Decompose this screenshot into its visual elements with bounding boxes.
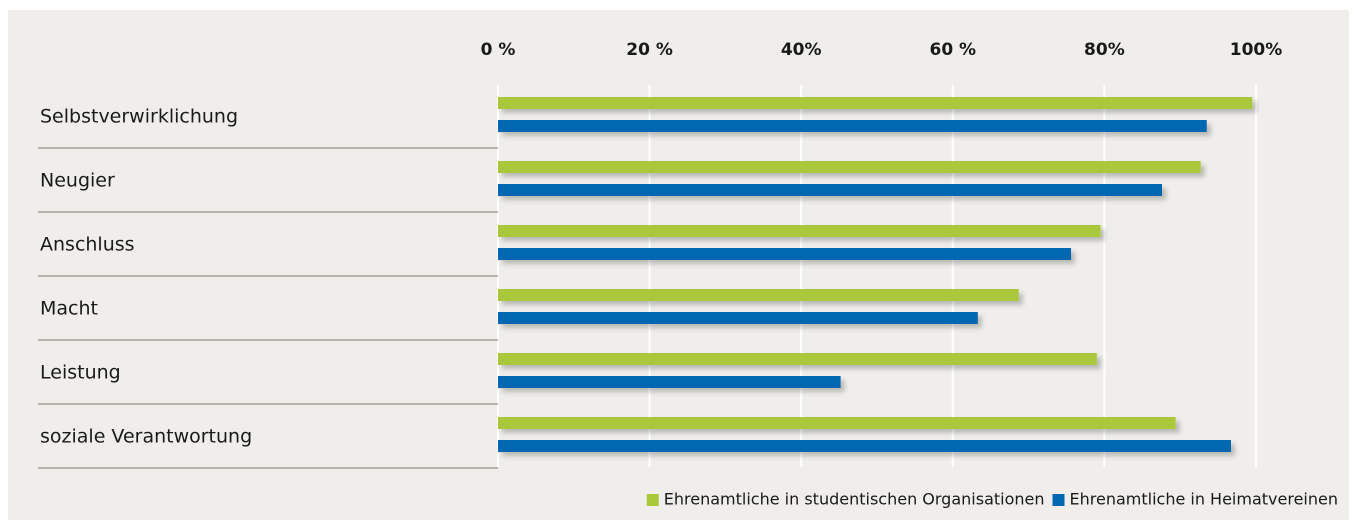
x-tick-label: 60 %	[929, 40, 976, 60]
bar	[498, 161, 1201, 173]
bar	[498, 184, 1163, 196]
x-tick-label: 40%	[781, 40, 822, 60]
bar	[498, 97, 1253, 109]
bar	[498, 376, 841, 388]
category-label: Leistung	[40, 362, 121, 384]
x-tick-label: 80%	[1084, 40, 1125, 60]
x-tick-label: 100%	[1230, 40, 1283, 60]
legend-label: Ehrenamtliche in Heimatvereinen	[1070, 490, 1339, 509]
x-tick-label: 0 %	[481, 40, 516, 60]
legend-swatch	[646, 494, 659, 506]
background	[8, 10, 1349, 520]
category-label: Selbstverwirklichung	[40, 106, 238, 128]
bar	[498, 312, 978, 324]
category-label: Macht	[40, 298, 98, 320]
bar	[498, 417, 1176, 429]
legend-swatch	[1052, 494, 1065, 506]
category-label: Neugier	[40, 170, 115, 192]
x-tick-label: 20 %	[626, 40, 673, 60]
bar	[498, 248, 1072, 260]
legend-label: Ehrenamtliche in studentischen Organisat…	[664, 490, 1045, 509]
bar	[498, 225, 1101, 237]
bar	[498, 289, 1019, 301]
category-label: Anschluss	[40, 234, 135, 256]
category-label: soziale Verantwortung	[40, 426, 252, 448]
bar	[498, 353, 1097, 365]
bar	[498, 120, 1207, 132]
bar	[498, 440, 1231, 452]
